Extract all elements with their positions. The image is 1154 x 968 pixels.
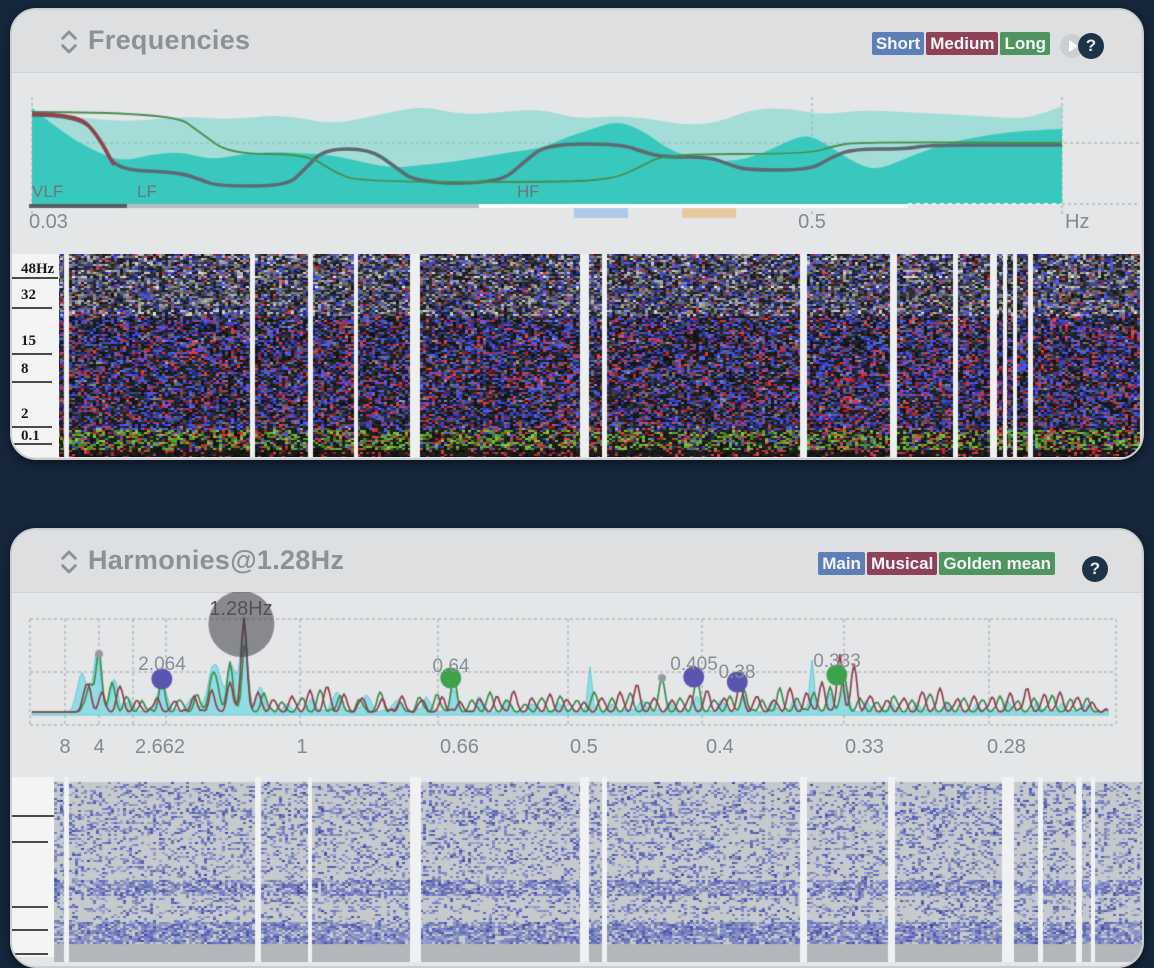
band-label-vlf: VLF	[32, 182, 64, 201]
legend-chip-medium[interactable]: Medium	[926, 32, 999, 55]
peak-label-2.064: 2.064	[138, 654, 186, 675]
xtick-0.03: 0.03	[29, 211, 68, 233]
legend-chip-long[interactable]: Long	[1000, 32, 1050, 55]
panel-title: Harmonies@1.28Hz	[88, 545, 345, 575]
play-icon	[1069, 40, 1078, 52]
ytick-0.4hz	[12, 798, 54, 817]
ytick-32: 32	[12, 287, 52, 309]
band-label-lf: LF	[137, 182, 157, 201]
ytick-48hz: 48Hz	[12, 261, 58, 279]
legend-chip-golden-mean[interactable]: Golden mean	[939, 552, 1055, 575]
xtick-0.66: 0.66	[440, 736, 479, 758]
peak-label-0.64: 0.64	[432, 656, 470, 677]
harmonies-panel: Harmonies@1.28Hz Main Musical Golden mea…	[10, 528, 1144, 968]
xtick-0.28: 0.28	[987, 736, 1026, 758]
panel-title: Frequencies	[88, 25, 251, 55]
harmonics-spectrogram[interactable]	[12, 777, 1142, 962]
ytick-0.6	[12, 824, 48, 843]
help-button[interactable]: ?	[1078, 33, 1104, 59]
xtick-2.662: 2.662	[135, 736, 186, 758]
selected-peak-label: 1.28Hz	[209, 598, 273, 620]
question-mark-icon: ?	[1085, 36, 1097, 55]
frequency-spectrogram[interactable]	[12, 254, 1142, 457]
ytick-8: 8	[12, 361, 52, 383]
ytick-4	[12, 912, 48, 931]
spectrogram-yaxis	[12, 777, 54, 957]
frequency-spectrum-chart[interactable]	[12, 72, 1142, 262]
frequencies-legend: Short Medium Long	[871, 32, 1050, 55]
frequencies-header: Frequencies Short Medium Long ?	[12, 10, 1142, 73]
xtick-0.4: 0.4	[706, 736, 734, 758]
xtick-1: 1	[296, 736, 308, 758]
collapse-icon[interactable]	[58, 547, 80, 577]
ytick-2: 2	[12, 406, 52, 428]
help-button[interactable]: ?	[1082, 556, 1108, 582]
ytick-15: 15	[12, 333, 52, 355]
harmonies-header: Harmonies@1.28Hz Main Musical Golden mea…	[12, 530, 1142, 593]
harmonics-chart[interactable]	[12, 592, 1142, 777]
peak-label-0.405: 0.405	[670, 654, 718, 675]
legend-chip-short[interactable]: Short	[871, 32, 925, 55]
ytick-16	[12, 936, 48, 955]
peak-label-0.333: 0.333	[813, 651, 861, 672]
spectrogram-yaxis: 48Hz 32 15 8 2 0.1	[12, 254, 59, 457]
frequencies-panel: Frequencies Short Medium Long ? VLF LF H…	[10, 8, 1144, 460]
ytick-0.1: 0.1	[12, 428, 52, 445]
xtick-0.33: 0.33	[845, 736, 884, 758]
xtick-0.5: 0.5	[570, 736, 598, 758]
legend-chip-main[interactable]: Main	[818, 552, 865, 575]
xtick-8: 8	[59, 736, 71, 758]
peak-label-0.38: 0.38	[718, 662, 756, 683]
xaxis-unit-hz: Hz	[1065, 211, 1090, 233]
xtick-4: 4	[93, 736, 105, 758]
harmonies-legend: Main Musical Golden mean	[818, 552, 1055, 575]
band-label-hf: HF	[517, 182, 540, 201]
question-mark-icon: ?	[1089, 559, 1101, 578]
collapse-icon[interactable]	[58, 27, 80, 57]
xtick-0.5: 0.5	[798, 211, 826, 233]
legend-chip-musical[interactable]: Musical	[866, 552, 938, 575]
ytick-2	[12, 889, 48, 908]
